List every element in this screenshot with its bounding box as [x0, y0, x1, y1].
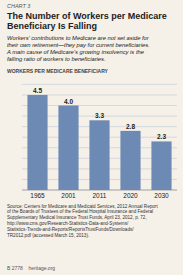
bar	[151, 141, 171, 190]
subtitle-line: A main cause of Medicare’s growing insol…	[6, 49, 145, 55]
source-line: Supplementary Medical Insurance Trust Fu…	[7, 215, 147, 220]
data-label: 4.5	[33, 87, 42, 94]
chart-label: CHART 3	[7, 3, 31, 9]
source-line: http://www.cms.gov/Research-Statistics-D…	[7, 221, 129, 226]
source-line: TR2012.pdf (accessed March 15, 2013).	[7, 233, 89, 238]
data-label: 3.3	[95, 112, 104, 119]
x-tick-label: 2030	[154, 192, 169, 199]
subtitle: Workers’ contributions to Medicare are n…	[6, 35, 150, 63]
bar	[58, 106, 78, 190]
background	[0, 0, 183, 275]
chart-label-line: CHART 3	[7, 3, 31, 9]
data-label: 2.8	[126, 123, 135, 130]
subtitle-line: their own retirement—they pay for curren…	[7, 42, 150, 48]
axis-label: WORKERS PER MEDICARE BENEFICIARY	[7, 68, 109, 74]
grid-line	[22, 84, 177, 85]
axis-label-line: WORKERS PER MEDICARE BENEFICIARY	[7, 68, 109, 74]
bar	[89, 120, 109, 190]
title-line: Beneficiary Is Falling	[7, 21, 97, 31]
source-line: of the Boards of Trustees of the Federal…	[7, 209, 153, 214]
bar	[27, 95, 47, 190]
x-axis-line	[22, 190, 177, 191]
data-label: 4.0	[64, 98, 73, 105]
subtitle-line: falling ratio of workers to beneficiarie…	[7, 56, 106, 62]
data-label: 2.3	[157, 133, 166, 140]
x-tick-label: 2020	[123, 192, 138, 199]
title-line: The Number of Workers per Medicare	[7, 11, 167, 21]
source: Source: Centers for Medicare and Medicai…	[7, 204, 158, 238]
x-tick-label: 1965	[30, 192, 45, 199]
title: The Number of Workers per MedicareBenefi…	[7, 11, 167, 32]
subtitle-line: Workers’ contributions to Medicare are n…	[7, 35, 150, 41]
bar	[120, 131, 140, 190]
source-line: Statistics-Trends-and-Reports/ReportsTru…	[7, 227, 134, 232]
bars	[27, 95, 171, 190]
x-tick-label: 2011	[93, 192, 107, 199]
x-tick-label: 2001	[61, 192, 76, 199]
footnote: B 2778 heritage.org	[7, 265, 55, 271]
source-line: Source: Centers for Medicare and Medicai…	[7, 204, 158, 209]
chart: CHART 3 The Number of Workers per Medicar…	[0, 0, 183, 275]
